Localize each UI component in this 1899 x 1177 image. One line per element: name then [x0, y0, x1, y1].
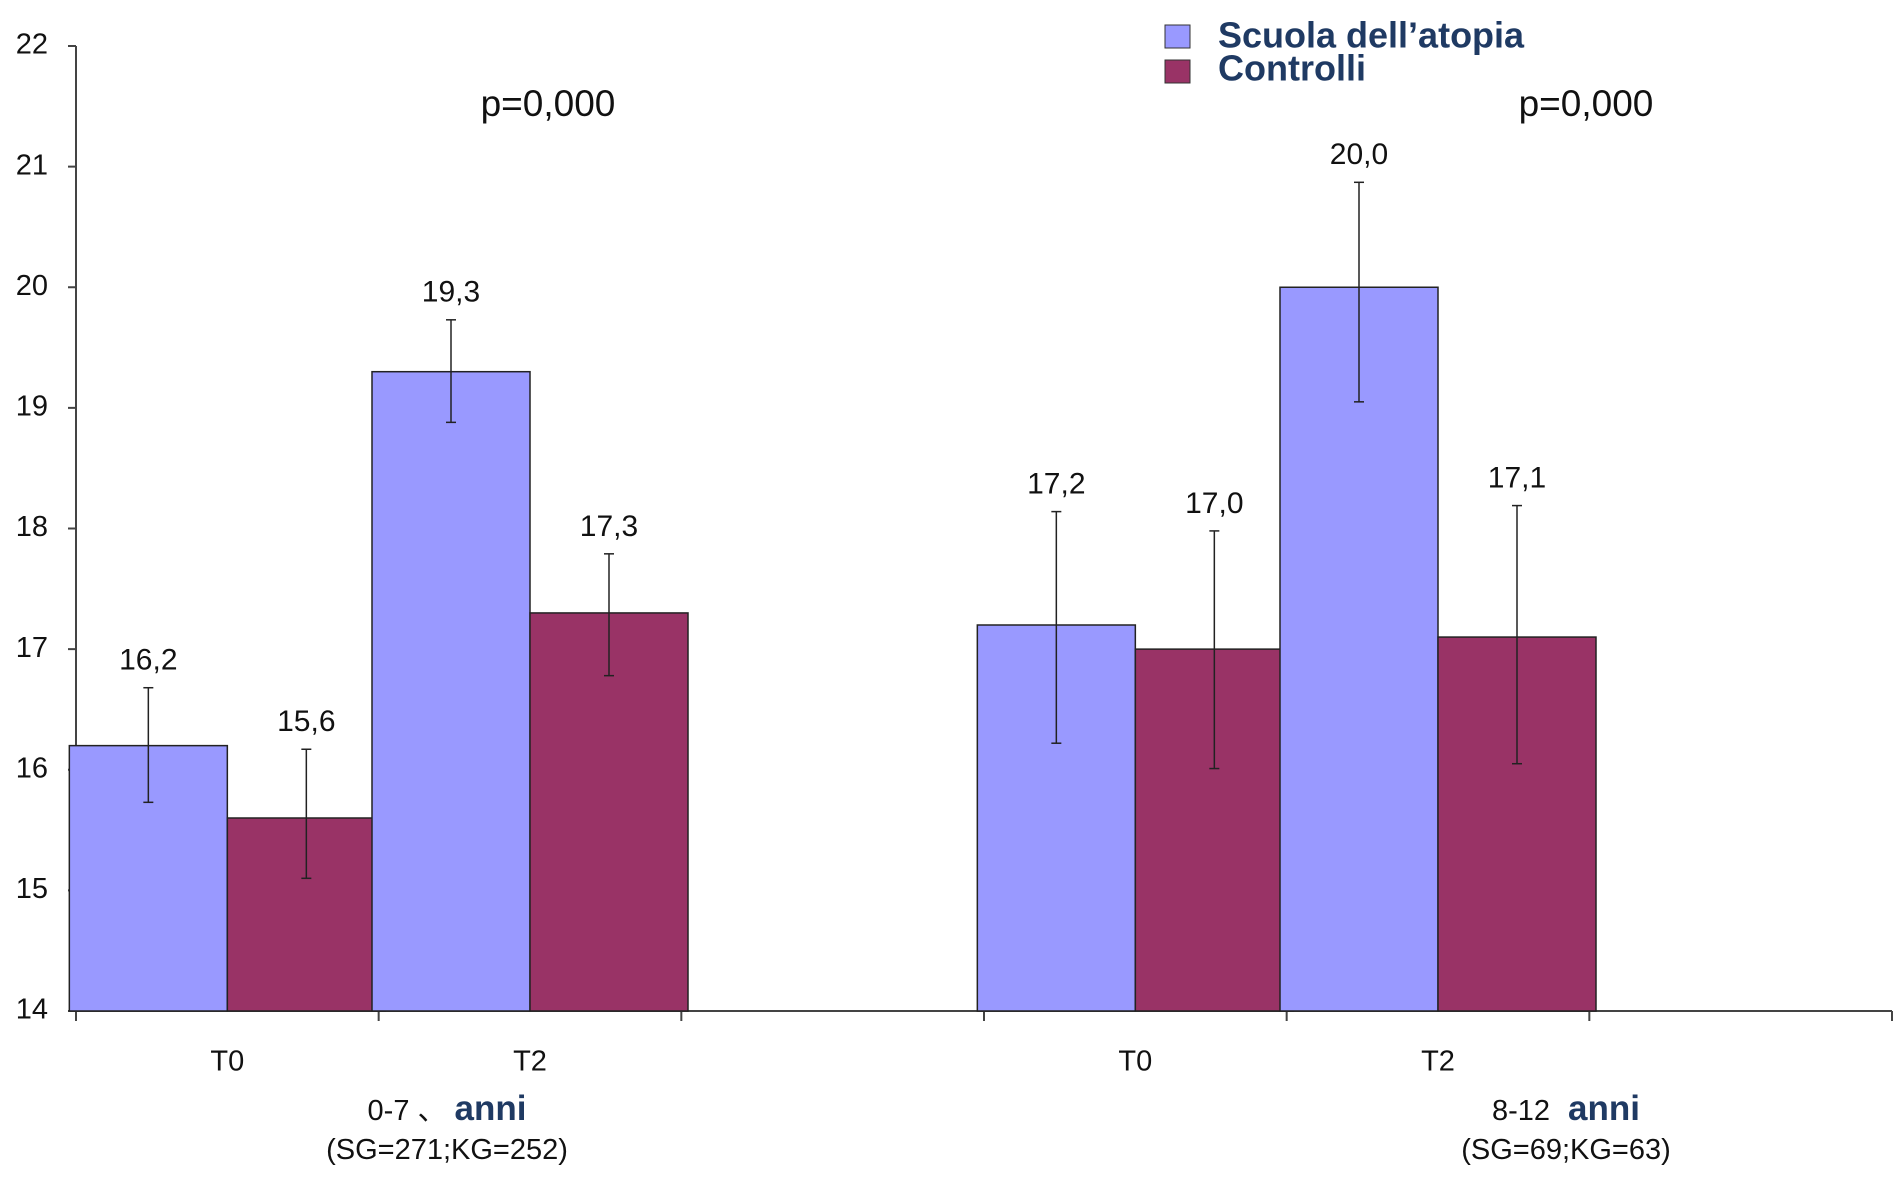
x-category-label: T0 — [210, 1046, 244, 1078]
bar — [371, 370, 531, 1012]
x-category-label: T0 — [1118, 1046, 1152, 1078]
group-2-n: (SG=69;KG=63) — [1461, 1134, 1671, 1166]
x-category-label: T2 — [1421, 1046, 1455, 1078]
legend-label-controlli: Controlli — [1218, 48, 1366, 89]
y-tick-label: 20 — [16, 270, 48, 302]
y-tick-label: 18 — [16, 511, 48, 543]
group-1-title: 0-7 、 anni — [368, 1089, 527, 1128]
data-label: 17,3 — [580, 510, 638, 543]
legend-label-scuola: Scuola dell’atopia — [1218, 15, 1525, 56]
labels: T0 16,2 15,6 T2 19,3 17,3 T0 17,2 17,0 T2 20,0 17,1 — [119, 138, 1546, 1077]
legend: Scuola dell’atopia Controlli — [1164, 15, 1525, 89]
y-tick-label: 14 — [16, 994, 48, 1026]
group-2-range: 8-12 — [1492, 1095, 1550, 1127]
group-1-pvalue: p=0,000 — [481, 83, 616, 124]
y-tick-label: 19 — [16, 391, 48, 423]
data-label: 15,6 — [277, 705, 335, 738]
group-2-pvalue: p=0,000 — [1519, 83, 1654, 124]
data-label: 17,1 — [1488, 462, 1546, 495]
group-labels: p=0,000 p=0,000 0-7 、 anni (SG=271;KG=25… — [326, 83, 1671, 1166]
y-tick-label: 21 — [16, 149, 48, 181]
bar — [529, 612, 689, 1012]
y-tick-label: 16 — [16, 752, 48, 784]
legend-swatch-controlli — [1164, 59, 1191, 84]
group-1-unit: anni — [454, 1089, 526, 1128]
data-label: 16,2 — [119, 644, 177, 677]
data-label: 17,2 — [1027, 468, 1085, 501]
group-2-title: 8-12 anni — [1492, 1089, 1640, 1128]
data-label: 20,0 — [1330, 138, 1388, 171]
legend-swatch-scuola — [1164, 24, 1191, 49]
y-tick-label: 15 — [16, 873, 48, 905]
x-category-label: T2 — [513, 1046, 547, 1078]
bar — [1279, 286, 1439, 1012]
data-label: 19,3 — [422, 276, 480, 309]
group-1-sep: 、 — [417, 1095, 446, 1127]
group-1-n: (SG=271;KG=252) — [326, 1134, 568, 1166]
y-tick-label: 17 — [16, 632, 48, 664]
y-tick-label: 22 — [16, 29, 48, 61]
bars — [68, 181, 1597, 1012]
group-1-range: 0-7 — [368, 1095, 410, 1127]
data-label: 17,0 — [1185, 487, 1243, 520]
group-2-unit: anni — [1568, 1089, 1640, 1128]
